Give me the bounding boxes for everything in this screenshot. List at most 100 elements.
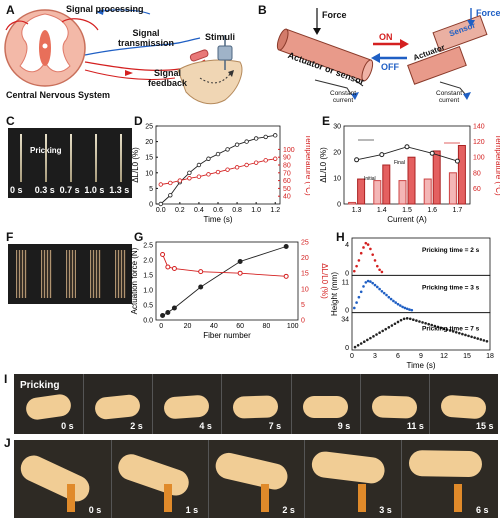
data-point — [458, 331, 461, 335]
y-tick-label: 20 — [145, 139, 153, 146]
data-point — [362, 285, 365, 288]
y2-tick-label: 20 — [301, 255, 309, 262]
data-point — [206, 172, 211, 177]
data-point — [237, 270, 243, 276]
data-point — [355, 301, 358, 304]
data-point — [371, 281, 374, 285]
data-point — [364, 281, 368, 284]
y-tick-label: 34 — [341, 317, 349, 324]
y2-tick-label: 50 — [283, 186, 291, 193]
panel-c-photo: Pricking 0 s0.3 s0.7 s1.0 s1.3 s — [8, 128, 132, 198]
x-tick-label: 9 — [419, 353, 423, 360]
time-label: 6 s — [476, 505, 489, 515]
y-tick-label: 0 — [345, 270, 349, 277]
y-tick-label: 10 — [145, 170, 153, 177]
data-point — [387, 295, 391, 299]
data-point — [401, 305, 404, 309]
data-point — [448, 329, 452, 332]
series-line-0 — [162, 246, 287, 316]
data-point — [168, 193, 173, 198]
data-point — [244, 162, 249, 168]
time-label: 1.0 s — [84, 185, 105, 195]
data-point — [376, 264, 379, 268]
x-tick-label: 12 — [440, 353, 448, 360]
time-label: 0 s — [61, 421, 74, 431]
strain-point — [454, 158, 460, 164]
x-tick-label: 100 — [287, 323, 299, 330]
y2-tick-label: 90 — [283, 155, 291, 162]
fiber — [20, 134, 23, 182]
x-tick-label: 0 — [159, 323, 163, 330]
data-point — [396, 320, 400, 324]
y2-tick-label: 40 — [283, 194, 291, 201]
fiber — [45, 134, 48, 182]
data-point — [353, 269, 356, 273]
data-point — [187, 176, 192, 181]
data-point — [364, 241, 368, 245]
y-tick-label: 0 — [337, 202, 341, 209]
data-point — [362, 246, 365, 249]
data-point — [433, 324, 437, 328]
x-tick-label: 60 — [236, 323, 244, 330]
signal-transmission-label: Signal transmission — [118, 28, 175, 48]
data-point — [196, 174, 202, 179]
data-point — [378, 268, 381, 272]
data-point — [171, 266, 177, 272]
bar-final — [432, 150, 441, 205]
fiber-bundle — [40, 250, 52, 298]
photo-frame — [360, 374, 430, 434]
data-point — [412, 318, 415, 322]
data-point — [160, 313, 166, 318]
data-point — [158, 201, 163, 207]
y2-tick-label: 25 — [301, 240, 309, 247]
data-point — [165, 264, 171, 270]
data-point — [356, 344, 360, 347]
data-point — [467, 334, 470, 338]
data-point — [177, 178, 183, 183]
data-point — [353, 306, 356, 310]
data-point — [215, 151, 221, 157]
subplot-legend: Pricking time = 2 s — [422, 247, 480, 254]
bar-final — [382, 164, 391, 205]
data-point — [225, 167, 230, 172]
y-tick-label: 0.5 — [143, 303, 153, 310]
data-point — [378, 331, 381, 335]
chart-g: 0 20 40 60 80 100 0.0 0.5 1.0 1.5 2.0 2.5 0 5 10 15 20 25… — [130, 240, 329, 341]
data-point — [263, 158, 268, 163]
data-point — [376, 285, 379, 289]
data-point — [366, 338, 369, 342]
panel-label-e: E — [322, 114, 331, 128]
panel-i-photo-strip: Pricking 0 s 2 s 4 s 7 s 9 s 11 s 15 s — [14, 374, 498, 434]
subplot-frame — [351, 312, 491, 351]
data-point — [283, 273, 289, 279]
data-point — [373, 283, 377, 287]
y2-axis-label: Temperature (°C) — [494, 134, 500, 196]
data-point — [158, 182, 163, 187]
subplot-frame — [351, 274, 491, 314]
x-tick-label: 18 — [486, 353, 494, 360]
time-label: 3 s — [379, 505, 392, 515]
strain-point — [379, 152, 385, 158]
y2-axis-label: Temperature (°C) — [304, 134, 310, 196]
data-point — [418, 320, 421, 323]
y-tick-label: 0 — [345, 345, 349, 352]
plot-frame — [155, 241, 299, 321]
x-tick-label: 1.7 — [453, 207, 463, 214]
y2-tick-label: 15 — [301, 271, 309, 278]
data-point — [389, 297, 393, 301]
panel-label-f: F — [6, 230, 14, 244]
data-point — [373, 259, 377, 262]
data-point — [445, 328, 449, 331]
chart-e: 1.3 1.4 1.5 1.6 1.7 0 10 20 30 60 80 100 120 140 Curre… — [319, 124, 500, 225]
x-tick-label: 80 — [263, 323, 271, 330]
photo-frame — [304, 440, 403, 518]
series-line-0 — [160, 134, 276, 205]
photo-frame — [152, 374, 223, 434]
data-point — [359, 251, 363, 255]
on-label: ON — [379, 32, 393, 42]
time-label: 0.7 s — [59, 185, 80, 195]
plot-frame — [343, 125, 471, 205]
panel-label-b: B — [258, 3, 267, 17]
data-point — [355, 264, 358, 268]
data-point — [187, 170, 192, 175]
